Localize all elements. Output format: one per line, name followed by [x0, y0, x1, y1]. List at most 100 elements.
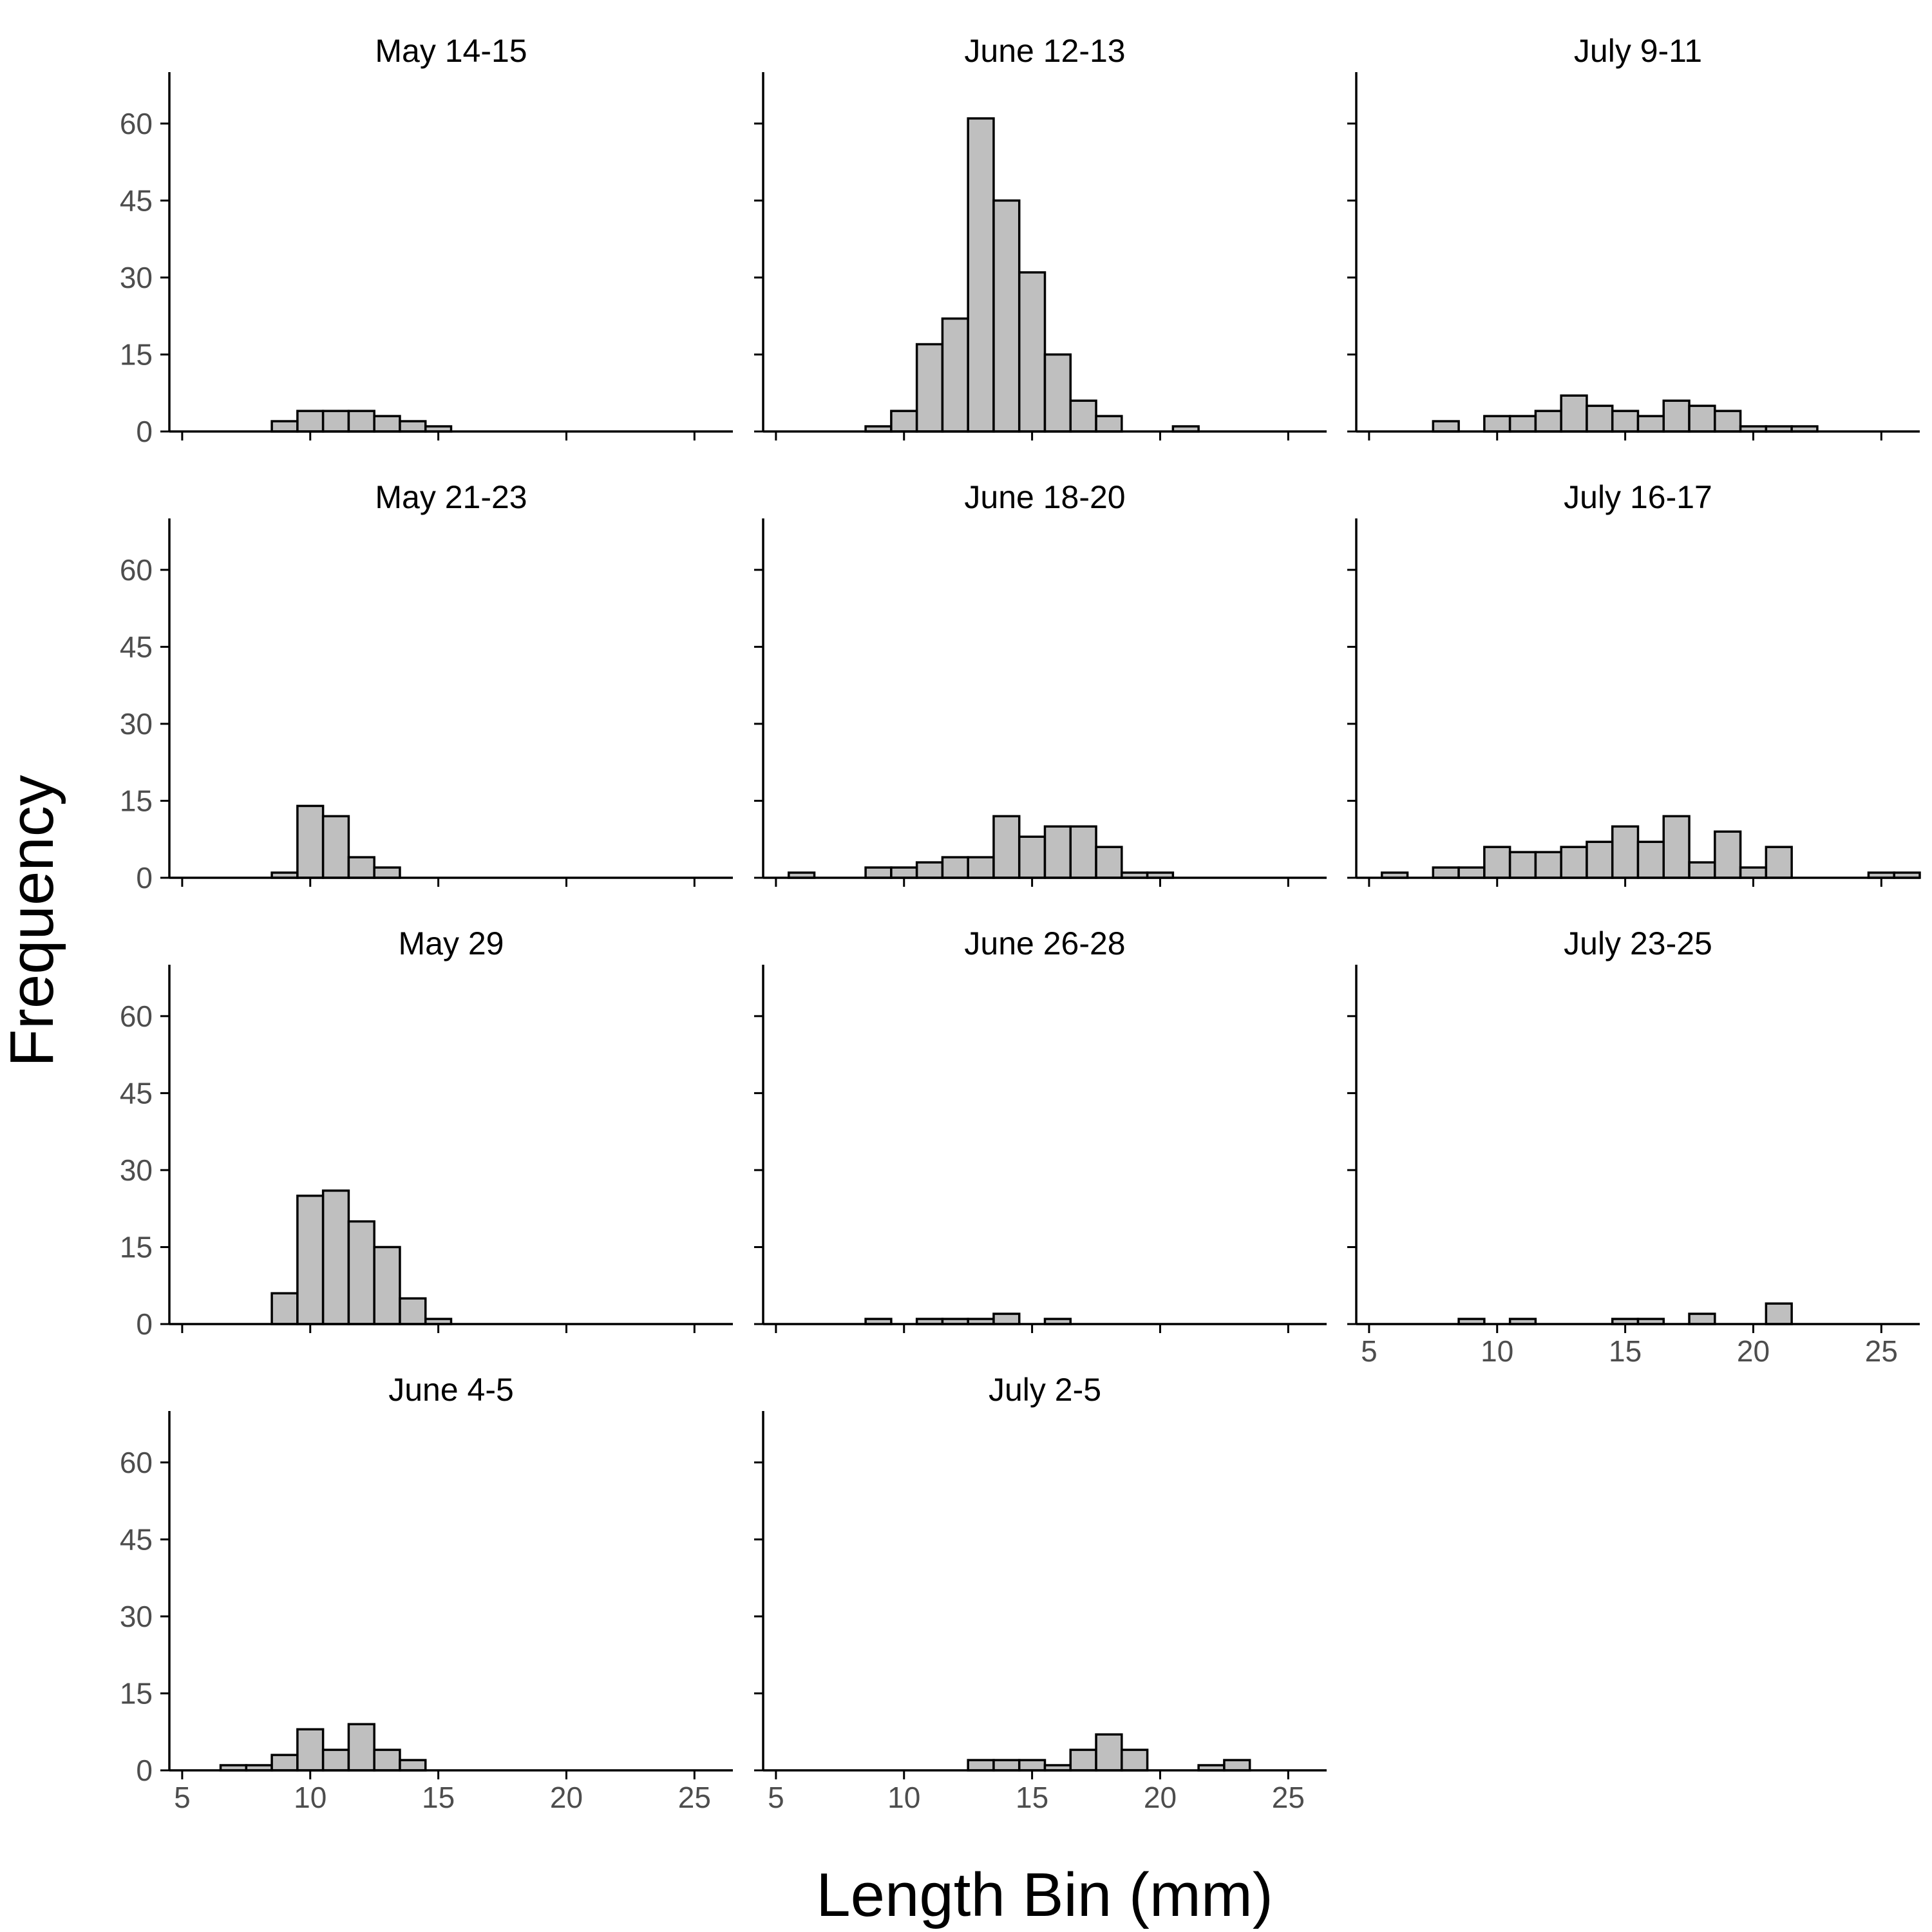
y-tick-label: 30: [120, 1600, 153, 1633]
facet-title: June 12-13: [964, 33, 1125, 69]
histogram-bar: [967, 856, 995, 879]
y-tick-label: 45: [120, 184, 153, 217]
y-tick-label: 0: [136, 1754, 153, 1787]
facet-title: July 9-11: [1574, 33, 1702, 69]
histogram-bar: [1765, 846, 1793, 879]
histogram-bar: [1483, 415, 1511, 433]
histogram-bar: [967, 117, 995, 433]
x-tick-label: 5: [174, 1781, 191, 1814]
histogram-bar: [941, 317, 969, 433]
y-tick-label: 45: [120, 630, 153, 663]
y-tick-label: 15: [120, 1230, 153, 1264]
histogram-bar: [1483, 846, 1511, 879]
histogram-bar: [1018, 1759, 1046, 1772]
histogram-bar: [1508, 851, 1537, 879]
histogram-bar: [890, 410, 918, 433]
facet-panel: May 14-15 0 15 30 45 60: [120, 33, 733, 448]
facet-panel: June 12-13: [754, 33, 1327, 440]
histogram-bar: [864, 866, 893, 879]
x-tick-label: 25: [1272, 1781, 1305, 1814]
histogram-bar: [1636, 415, 1665, 433]
facet-title: May 29: [399, 925, 504, 961]
histogram-bar: [296, 804, 325, 879]
histogram-bar: [1560, 846, 1588, 879]
x-tick-label: 15: [422, 1781, 455, 1814]
y-tick-label: 15: [120, 1676, 153, 1710]
histogram-bar: [941, 856, 969, 879]
histogram-bar: [1432, 420, 1460, 433]
facet-title: June 4-5: [388, 1372, 514, 1408]
histogram-bar: [1636, 840, 1665, 879]
facet-panels: May 14-15 0 15 30 45 60 June 12-13 July 9-11 May…: [120, 33, 1921, 1814]
histogram-bar: [1432, 866, 1460, 879]
y-tick-label: 30: [120, 261, 153, 294]
histogram-bar: [373, 1245, 401, 1325]
histogram-bar: [296, 1728, 325, 1772]
histogram-bar: [915, 343, 944, 433]
y-tick-label: 45: [120, 1076, 153, 1110]
histogram-bar: [1714, 830, 1742, 879]
y-axis-title: Frequency: [0, 775, 66, 1067]
x-tick-label: 25: [1865, 1334, 1898, 1368]
histogram-bar: [890, 866, 918, 879]
histogram-bar: [1534, 851, 1562, 879]
histogram-bar: [1688, 861, 1716, 879]
facet-panel: July 16-17: [1347, 479, 1921, 887]
histogram-bar: [1534, 410, 1562, 433]
histogram-bar: [1714, 410, 1742, 433]
histogram-bar: [992, 199, 1021, 433]
histogram-bar: [270, 1754, 299, 1772]
facet-panel: July 2-5 5 10 15 20 25: [754, 1372, 1327, 1814]
histogram-bar: [270, 420, 299, 433]
facet-title: July 2-5: [989, 1372, 1101, 1408]
y-tick-label: 0: [136, 415, 153, 448]
histogram-bar: [1508, 415, 1537, 433]
facet-panel: May 29 0 15 30 45 60: [120, 925, 733, 1341]
histogram-bar: [347, 856, 375, 879]
histogram-bar: [321, 410, 350, 433]
y-tick-label: 60: [120, 1446, 153, 1479]
histogram-bar: [1586, 840, 1614, 879]
histogram-bar: [347, 1220, 375, 1325]
histogram-bar: [1043, 825, 1072, 879]
histogram-bar: [992, 1312, 1021, 1325]
histogram-bar: [399, 1759, 427, 1772]
facet-panel: May 21-23 0 15 30 45 60: [120, 479, 733, 895]
x-tick-label: 5: [768, 1781, 784, 1814]
histogram-bar: [1018, 271, 1046, 433]
histogram-bar: [1095, 1733, 1123, 1772]
histogram-bar: [1069, 399, 1097, 433]
y-tick-label: 15: [120, 784, 153, 817]
histogram-bar: [1121, 1748, 1149, 1772]
histogram-bar: [1457, 866, 1486, 879]
histogram-bar: [1586, 404, 1614, 433]
histogram-bar: [1739, 866, 1768, 879]
facet-title: June 18-20: [964, 479, 1125, 515]
histogram-bar: [321, 1748, 350, 1772]
facet-panel: July 23-25 5 10 15 20 25: [1347, 925, 1920, 1368]
x-tick-label: 20: [1144, 1781, 1177, 1814]
histogram-bar: [1018, 835, 1046, 879]
facet-title: July 16-17: [1564, 479, 1712, 515]
y-tick-label: 30: [120, 707, 153, 741]
y-tick-label: 45: [120, 1522, 153, 1556]
facet-title: June 26-28: [964, 925, 1125, 961]
histogram-bar: [1095, 846, 1123, 879]
facet-panel: July 9-11: [1347, 33, 1920, 440]
facet-panel: June 4-5 0 15 30 45 60 5 10 15 20 25: [120, 1372, 733, 1814]
histogram-bar: [1611, 825, 1640, 879]
facet-title: May 14-15: [375, 33, 527, 69]
x-tick-label: 15: [1609, 1334, 1642, 1368]
y-tick-label: 60: [120, 553, 153, 587]
histogram-bar: [399, 1297, 427, 1325]
y-tick-label: 0: [136, 1307, 153, 1341]
histogram-bar: [399, 420, 427, 433]
histogram-bar: [992, 815, 1021, 879]
y-tick-label: 60: [120, 999, 153, 1033]
x-tick-label: 10: [887, 1781, 920, 1814]
y-tick-label: 60: [120, 107, 153, 140]
histogram-bar: [1095, 415, 1123, 433]
histogram-bar: [915, 861, 944, 879]
histogram-bar: [1069, 825, 1097, 879]
